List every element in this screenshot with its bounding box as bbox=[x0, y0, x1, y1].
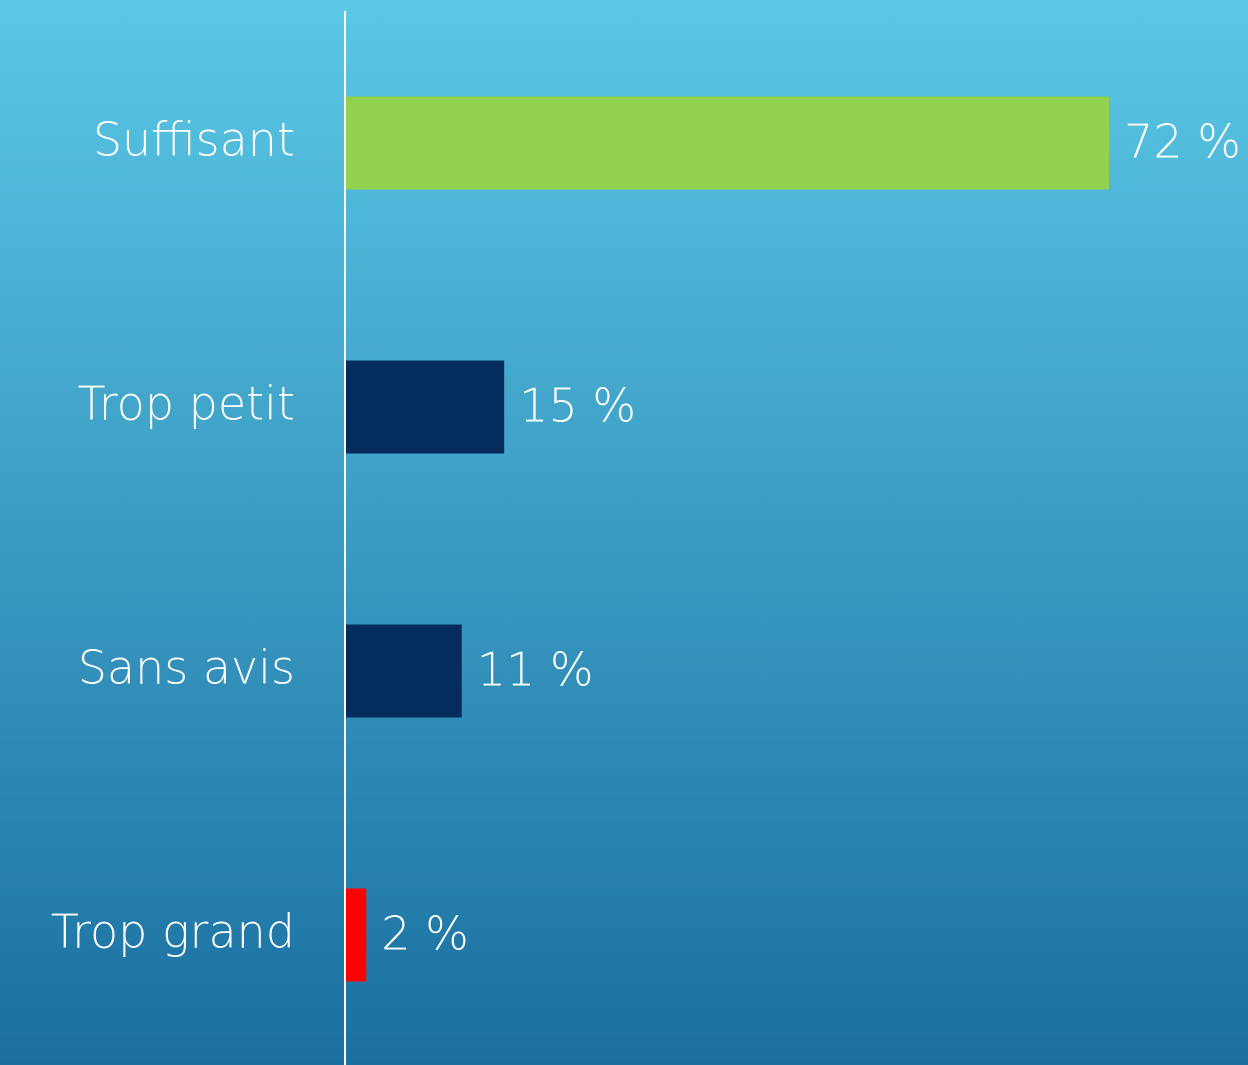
category-label: Suffisant bbox=[93, 113, 295, 167]
value-label: 2 % bbox=[381, 907, 469, 961]
bar bbox=[345, 624, 462, 718]
value-label: 15 % bbox=[519, 379, 636, 433]
bar bbox=[345, 96, 1110, 190]
category-label: Trop petit bbox=[77, 377, 295, 431]
bar bbox=[345, 360, 505, 454]
category-label: Sans avis bbox=[78, 641, 295, 695]
bar bbox=[345, 888, 367, 982]
category-label: Trop grand bbox=[51, 905, 295, 959]
value-label: 72 % bbox=[1124, 115, 1241, 169]
value-label: 11 % bbox=[477, 643, 594, 697]
